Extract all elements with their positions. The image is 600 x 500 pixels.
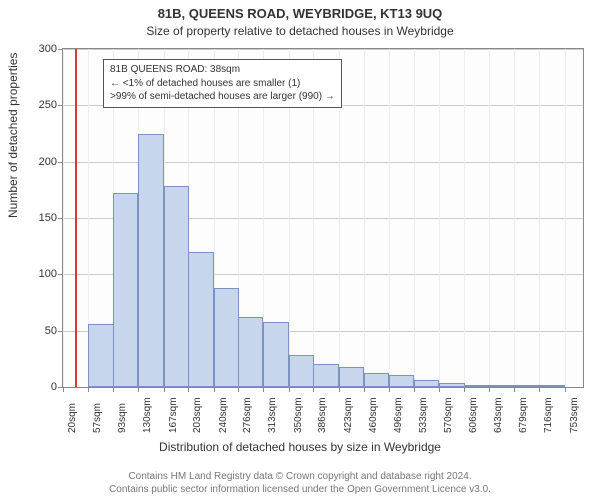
xtick-label: 130sqm: [142, 397, 153, 433]
xtick-mark: [489, 387, 490, 392]
x-axis-label: Distribution of detached houses by size …: [0, 440, 600, 454]
histogram-chart: 05010015020025030020sqm57sqm93sqm130sqm1…: [62, 48, 584, 388]
histogram-bar: [88, 324, 113, 387]
footer-line1: Contains HM Land Registry data © Crown c…: [0, 470, 600, 483]
annotation-line2: ← <1% of detached houses are smaller (1): [110, 77, 335, 91]
xtick-mark: [113, 387, 114, 392]
xtick-label: 643sqm: [493, 397, 504, 433]
xtick-mark: [565, 387, 566, 392]
xtick-mark: [364, 387, 365, 392]
page-title: 81B, QUEENS ROAD, WEYBRIDGE, KT13 9UQ: [0, 6, 600, 21]
xtick-mark: [138, 387, 139, 392]
ytick-label: 50: [7, 325, 57, 337]
xtick-mark: [514, 387, 515, 392]
xtick-label: 313sqm: [267, 397, 278, 433]
gridline-v: [464, 49, 465, 387]
xtick-label: 753sqm: [569, 397, 580, 433]
xtick-label: 533sqm: [418, 397, 429, 433]
xtick-mark: [339, 387, 340, 392]
y-axis-label: Number of detached properties: [6, 53, 20, 218]
xtick-label: 460sqm: [368, 397, 379, 433]
gridline-v: [414, 49, 415, 387]
chart-inner: 05010015020025030020sqm57sqm93sqm130sqm1…: [63, 49, 583, 387]
ytick-label: 100: [7, 268, 57, 280]
histogram-bar: [289, 355, 314, 387]
histogram-bar: [339, 367, 364, 387]
gridline-v: [539, 49, 540, 387]
xtick-label: 167sqm: [168, 397, 179, 433]
histogram-bar: [164, 186, 189, 387]
histogram-bar: [188, 252, 213, 387]
xtick-mark: [539, 387, 540, 392]
gridline-v: [63, 49, 64, 387]
ytick-label: 150: [7, 212, 57, 224]
gridline-v: [565, 49, 566, 387]
footer-line2: Contains public sector information licen…: [0, 483, 600, 496]
ytick-label: 250: [7, 99, 57, 111]
histogram-bar: [489, 385, 514, 387]
xtick-mark: [188, 387, 189, 392]
xtick-label: 203sqm: [192, 397, 203, 433]
xtick-label: 93sqm: [117, 403, 128, 433]
gridline-v: [364, 49, 365, 387]
histogram-bar: [514, 385, 539, 387]
histogram-bar: [464, 385, 489, 387]
annotation-box: 81B QUEENS ROAD: 38sqm← <1% of detached …: [103, 59, 342, 108]
histogram-bar: [364, 373, 389, 387]
histogram-bar: [113, 193, 138, 387]
xtick-mark: [389, 387, 390, 392]
xtick-mark: [63, 387, 64, 392]
page-root: 81B, QUEENS ROAD, WEYBRIDGE, KT13 9UQ Si…: [0, 0, 600, 500]
ytick-label: 0: [7, 381, 57, 393]
xtick-label: 496sqm: [393, 397, 404, 433]
histogram-bar: [439, 383, 464, 388]
xtick-label: 679sqm: [518, 397, 529, 433]
xtick-mark: [289, 387, 290, 392]
xtick-label: 386sqm: [317, 397, 328, 433]
xtick-label: 240sqm: [218, 397, 229, 433]
xtick-mark: [164, 387, 165, 392]
xtick-label: 57sqm: [92, 403, 103, 433]
ytick-label: 300: [7, 43, 57, 55]
histogram-bar: [214, 288, 239, 387]
ytick-label: 200: [7, 156, 57, 168]
gridline: [63, 49, 583, 50]
histogram-bar: [389, 375, 414, 387]
xtick-mark: [464, 387, 465, 392]
histogram-bar: [539, 385, 564, 387]
annotation-line3: >99% of semi-detached houses are larger …: [110, 90, 335, 104]
annotation-line1: 81B QUEENS ROAD: 38sqm: [110, 63, 335, 77]
xtick-label: 606sqm: [468, 397, 479, 433]
histogram-bar: [313, 364, 338, 387]
xtick-mark: [263, 387, 264, 392]
xtick-mark: [238, 387, 239, 392]
gridline-v: [489, 49, 490, 387]
marker-line: [75, 49, 77, 387]
histogram-bar: [263, 322, 288, 387]
xtick-label: 276sqm: [242, 397, 253, 433]
xtick-label: 716sqm: [543, 397, 554, 433]
histogram-bar: [238, 317, 263, 387]
xtick-mark: [414, 387, 415, 392]
xtick-mark: [214, 387, 215, 392]
xtick-mark: [313, 387, 314, 392]
gridline-v: [389, 49, 390, 387]
xtick-label: 20sqm: [67, 403, 78, 433]
gridline-v: [514, 49, 515, 387]
xtick-mark: [88, 387, 89, 392]
xtick-mark: [439, 387, 440, 392]
gridline-v: [439, 49, 440, 387]
xtick-label: 570sqm: [443, 397, 454, 433]
histogram-bar: [414, 380, 439, 387]
xtick-label: 423sqm: [343, 397, 354, 433]
histogram-bar: [138, 134, 163, 388]
footer-attribution: Contains HM Land Registry data © Crown c…: [0, 470, 600, 496]
xtick-label: 350sqm: [293, 397, 304, 433]
page-subtitle: Size of property relative to detached ho…: [0, 24, 600, 38]
